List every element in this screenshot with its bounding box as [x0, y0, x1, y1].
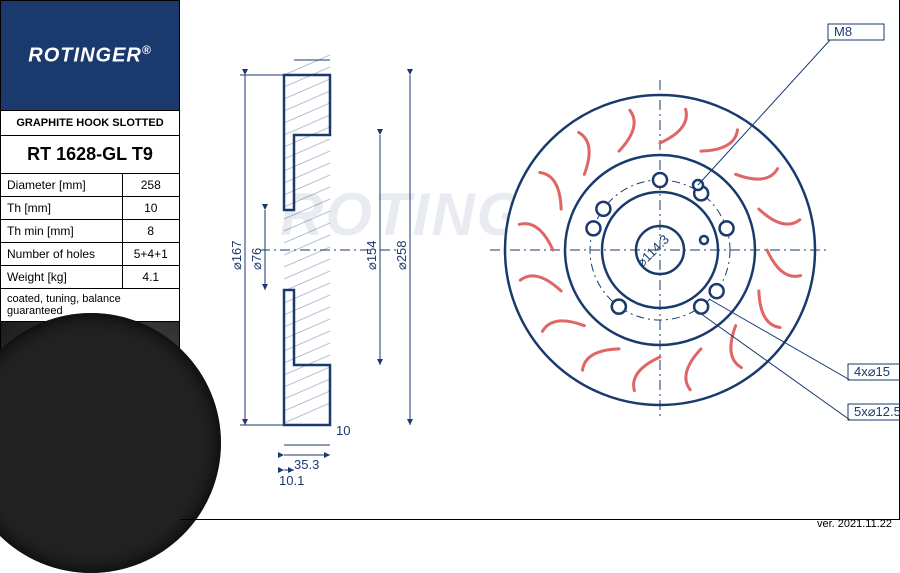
svg-text:5x⌀12.5: 5x⌀12.5 [854, 404, 900, 419]
spec-table: Diameter [mm]258Th [mm]10Th min [mm]8Num… [1, 174, 179, 289]
spec-row: Th [mm]10 [1, 197, 179, 220]
spec-row: Th min [mm]8 [1, 220, 179, 243]
technical-drawing: ⌀167⌀76⌀154⌀25810.135.310M84x⌀155x⌀12.5⌀… [190, 0, 900, 534]
svg-text:10.1: 10.1 [279, 473, 304, 488]
svg-text:10: 10 [336, 423, 350, 438]
product-photo [1, 322, 179, 533]
svg-text:⌀167: ⌀167 [229, 240, 244, 270]
svg-text:35.3: 35.3 [294, 457, 319, 472]
svg-text:⌀76: ⌀76 [249, 248, 264, 270]
part-number: RT 1628-GL T9 [1, 136, 179, 174]
product-subtitle: GRAPHITE HOOK SLOTTED [1, 111, 179, 136]
version-label: ver. 2021.11.22 [817, 518, 892, 530]
spec-row: Diameter [mm]258 [1, 174, 179, 197]
spec-panel: ROTINGER® GRAPHITE HOOK SLOTTED RT 1628-… [0, 0, 180, 534]
svg-text:⌀154: ⌀154 [364, 240, 379, 270]
svg-text:⌀258: ⌀258 [394, 240, 409, 270]
svg-text:M8: M8 [834, 24, 852, 39]
spec-row: Number of holes5+4+1 [1, 243, 179, 266]
svg-text:4x⌀15: 4x⌀15 [854, 364, 890, 379]
brand-logo: ROTINGER® [1, 1, 179, 111]
brand-name: ROTINGER [28, 45, 142, 67]
spec-row: Weight [kg]4.1 [1, 266, 179, 289]
